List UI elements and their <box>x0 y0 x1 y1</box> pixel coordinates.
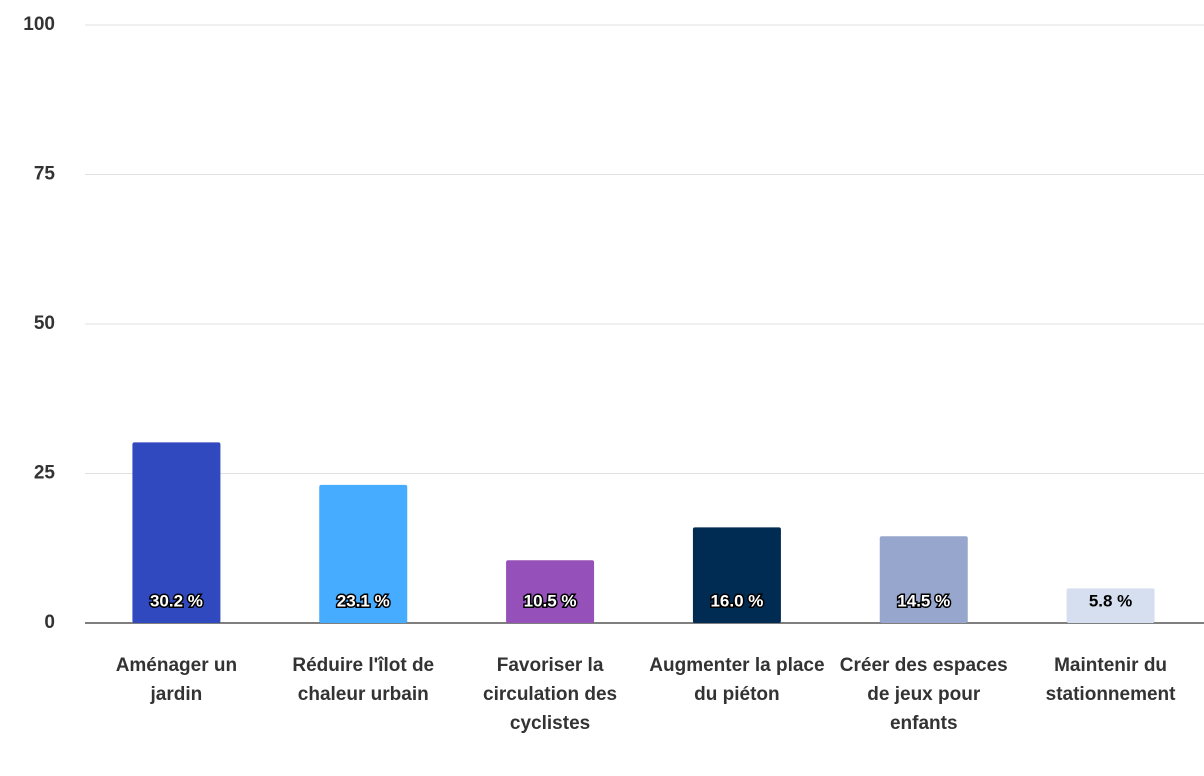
data-label: 5.8 % <box>1089 591 1132 610</box>
x-tick-label: Favoriser la circulation des cyclistes <box>483 655 618 734</box>
data-label: 23.1 % <box>337 591 390 610</box>
y-tick-label: 0 <box>44 612 55 633</box>
x-tick-label: Maintenir du stationnement <box>1045 655 1176 705</box>
y-tick-label: 50 <box>34 313 55 334</box>
data-label: 10.5 % <box>524 591 577 610</box>
bar <box>692 527 781 623</box>
bar <box>132 442 221 623</box>
data-label: 30.2 % <box>150 591 203 610</box>
bar <box>319 484 408 623</box>
bar <box>879 536 968 623</box>
bar <box>1066 588 1155 623</box>
y-tick-label: 100 <box>23 14 55 35</box>
data-label: 16.0 % <box>710 591 763 610</box>
data-label: 14.5 % <box>897 591 950 610</box>
y-tick-label: 75 <box>34 164 56 185</box>
bar <box>506 560 595 623</box>
y-tick-label: 25 <box>34 463 56 484</box>
x-tick-label: Aménager un jardin <box>115 655 238 705</box>
x-tick-label: Augmenter la place du piéton <box>649 655 825 705</box>
x-tick-label: Réduire l'îlot de chaleur urbain <box>292 655 435 705</box>
x-tick-label: Créer des espaces de jeux pour enfants <box>839 655 1008 734</box>
